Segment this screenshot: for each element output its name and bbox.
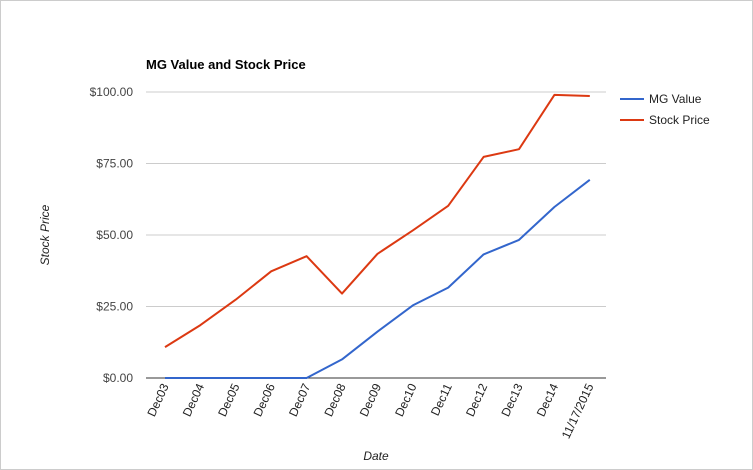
grid-lines [146,91,606,307]
x-tick-label: Dec13 [498,381,525,419]
y-axis-ticks: $0.00 $25.00 $50.00 $75.00 $100.00 [90,85,134,385]
x-tick-label: Dec10 [392,381,419,419]
x-tick-label: Dec09 [357,381,384,419]
y-tick-label: $0.00 [103,371,133,385]
legend-label: MG Value [649,92,702,106]
x-tick-label: Dec08 [321,381,348,419]
x-axis-ticks: Dec03 Dec04 Dec05 Dec06 Dec07 Dec08 Dec09 Dec10… [144,381,596,441]
y-tick-label: $50.00 [96,228,133,242]
y-axis-label: Stock Price [38,204,52,265]
x-tick-label: Dec04 [180,381,207,419]
y-tick-label: $25.00 [96,300,133,314]
x-tick-label: Dec14 [534,381,561,419]
x-tick-label: Dec06 [251,381,278,419]
x-tick-label: Dec11 [428,381,455,418]
series-line-stock-price [164,93,590,348]
y-tick-label: $100.00 [90,85,134,99]
x-tick-label: Dec07 [286,381,313,419]
series-lines [164,93,591,379]
x-tick-label: Dec03 [144,381,171,419]
x-tick-label: Dec12 [463,381,490,419]
legend: MG Value Stock Price [620,92,710,127]
chart-title: MG Value and Stock Price [146,57,306,72]
series-line-mg-value [165,179,591,379]
x-tick-label: 11/17/2015 [559,381,597,441]
legend-label: Stock Price [649,113,710,127]
x-tick-label: Dec05 [215,381,242,419]
x-axis-label: Date [363,449,389,463]
y-tick-label: $75.00 [96,157,133,171]
